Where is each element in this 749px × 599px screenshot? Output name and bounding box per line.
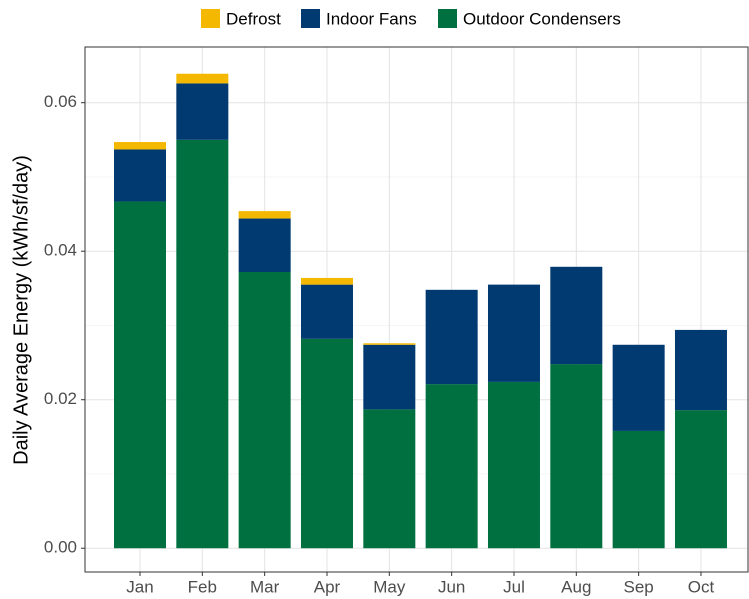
x-tick-label: Sep bbox=[624, 577, 654, 596]
bars bbox=[114, 73, 727, 549]
bar-segment bbox=[674, 410, 727, 549]
y-tick-label: 0.04 bbox=[44, 241, 77, 260]
x-tick-label: Aug bbox=[561, 577, 591, 596]
legend-swatch bbox=[301, 9, 320, 28]
bar-segment bbox=[550, 266, 603, 365]
y-axis-title: Daily Average Energy (kWh/sf/day) bbox=[10, 155, 32, 465]
y-tick-label: 0.06 bbox=[44, 92, 77, 111]
bar-segment bbox=[363, 343, 416, 345]
x-tick-label: May bbox=[373, 577, 406, 596]
x-tick-label: Feb bbox=[188, 577, 217, 596]
y-tick-label: 0.00 bbox=[44, 538, 77, 557]
bar-segment bbox=[114, 149, 166, 202]
bar-segment bbox=[300, 284, 353, 339]
x-tick-label: Jul bbox=[503, 577, 525, 596]
bar-segment bbox=[300, 338, 353, 549]
x-tick-label: Jan bbox=[126, 577, 153, 596]
bar-segment bbox=[425, 289, 478, 385]
bar-segment bbox=[550, 364, 603, 549]
bar-segment bbox=[487, 284, 540, 382]
legend: Defrost Indoor Fans Outdoor Condensers bbox=[201, 9, 621, 28]
bar-segment bbox=[114, 142, 166, 150]
bar-segment bbox=[363, 409, 416, 549]
panel-border bbox=[84, 46, 749, 573]
bar-segment bbox=[674, 329, 727, 411]
y-tick-label: 0.02 bbox=[44, 389, 77, 408]
x-tick-label: Apr bbox=[314, 577, 341, 596]
bar-segment bbox=[612, 430, 665, 549]
bar-segment bbox=[114, 201, 166, 549]
x-tick-label: Mar bbox=[250, 577, 280, 596]
legend-label: Defrost bbox=[226, 9, 281, 28]
bar-segment bbox=[176, 73, 229, 84]
legend-label: Outdoor Condensers bbox=[463, 9, 621, 28]
bar-segment bbox=[425, 384, 478, 549]
bar-segment bbox=[300, 277, 353, 285]
bar-segment bbox=[176, 139, 229, 549]
bar-segment bbox=[238, 211, 291, 219]
bar-segment bbox=[612, 344, 665, 431]
bar-segment bbox=[238, 218, 291, 272]
legend-label: Indoor Fans bbox=[326, 9, 417, 28]
bar-segment bbox=[238, 272, 291, 549]
bar-segment bbox=[363, 344, 416, 410]
legend-swatch bbox=[201, 9, 220, 28]
x-tick-label: Oct bbox=[688, 577, 715, 596]
legend-swatch bbox=[438, 9, 457, 28]
bar-segment bbox=[487, 381, 540, 549]
x-tick-label: Jun bbox=[438, 577, 465, 596]
bar-segment bbox=[176, 83, 229, 140]
